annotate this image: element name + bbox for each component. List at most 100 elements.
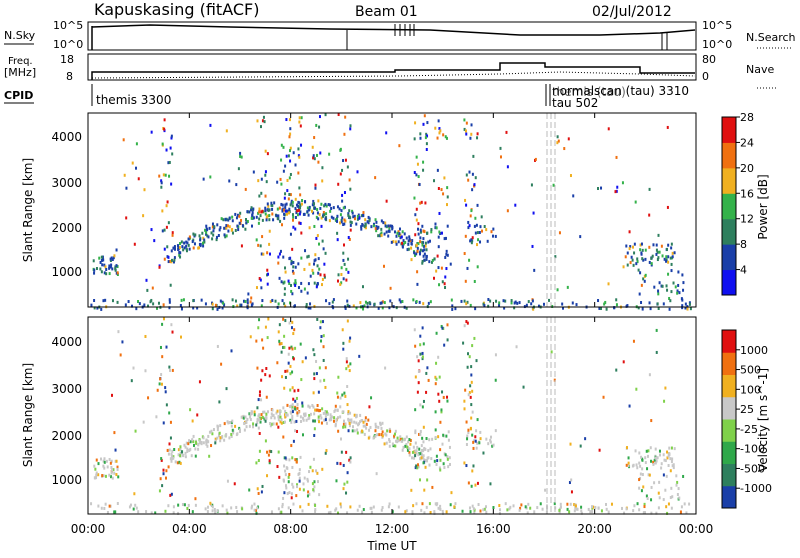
power-echo [681,298,684,302]
velocity-echo [447,430,450,434]
power-echo [283,292,286,296]
power-echo [633,251,636,255]
power-echo [532,211,535,215]
power-echo [163,228,166,232]
velocity-echo [446,457,449,461]
velocity-echo [294,429,297,433]
velocity-echo [409,438,412,442]
velocity-echo [177,453,180,457]
power-echo [341,199,344,203]
power-echo [150,228,153,232]
velocity-echo [650,459,653,463]
power-echo [567,137,570,141]
velocity-echo [273,416,276,420]
velocity-echo [487,442,490,446]
power-echo [308,262,311,266]
power-echo [639,271,642,275]
velocity-echo [375,472,378,476]
power-echo [284,192,287,196]
power-echo [268,214,271,218]
velocity-echo [271,408,274,412]
velocity-echo [349,505,352,509]
power-echo [575,303,578,307]
power-echo [510,301,513,305]
power-echo [249,300,252,304]
velocity-echo [216,424,219,428]
velocity-echo [112,468,115,472]
power-echo [234,212,237,216]
velocity-echo [292,502,295,506]
power-echo [635,262,638,266]
power-echo [682,281,685,285]
velocity-echo [625,507,628,511]
velocity-echo [421,357,424,361]
velocity-echo [645,494,648,498]
velocity-echo [211,509,214,513]
velocity-echo [134,503,137,507]
power-echo [445,267,448,271]
velocity-echo [276,409,279,413]
velocity-echo [381,506,384,510]
velocity-echo [115,459,118,463]
velocity-echo [408,438,411,442]
velocity-echo [325,449,328,453]
power-echo [258,210,261,214]
power-echo [100,255,103,259]
power-echo [170,136,173,140]
velocity-echo [316,408,319,412]
velocity-echo [255,508,258,512]
power-echo [318,125,321,129]
velocity-echo [529,506,532,510]
power-echo [681,273,684,277]
power-echo [172,246,175,250]
power-echo [443,176,446,180]
power-echo [682,288,685,292]
power-echo [607,282,610,286]
power-echo [341,193,344,197]
power-echo [368,218,371,222]
velocity-echo [282,420,285,424]
velocity-echo [298,487,301,491]
velocity-echo [259,416,262,420]
velocity-echo [226,511,229,515]
velocity-echo [162,468,165,472]
power-echo [542,302,545,306]
velocity-echo [214,441,217,445]
velocity-echo [448,445,451,449]
velocity-echo [602,395,605,399]
velocity-echo [336,408,339,412]
velocity-echo [469,426,472,430]
power-echo [398,144,401,148]
power-echo [110,263,113,267]
velocity-echo [292,397,295,401]
power-echo [223,303,226,307]
velocity-echo [226,479,229,483]
velocity-colorbar-segment [722,396,736,420]
velocity-echo [413,328,416,332]
power-echo [429,300,432,304]
power-echo [339,213,342,217]
velocity-echo [388,439,391,443]
power-echo [158,265,161,269]
power-echo [294,163,297,167]
power-echo [227,229,230,233]
velocity-echo [392,444,395,448]
power-echo [238,221,241,225]
velocity-echo [389,429,392,433]
power-echo [286,189,289,193]
velocity-echo [522,385,525,389]
power-echo [490,230,493,234]
velocity-echo [314,508,317,512]
power-echo [355,222,358,226]
power-echo [660,284,663,288]
power-echo [463,299,466,303]
velocity-echo [216,428,219,432]
velocity-echo [309,412,312,416]
power-echo [655,252,658,256]
velocity-echo [313,433,316,437]
power-echo [339,221,342,225]
power-echo [622,265,625,269]
velocity-echo [632,339,635,343]
power-echo [603,302,606,306]
velocity-echo [358,354,361,358]
